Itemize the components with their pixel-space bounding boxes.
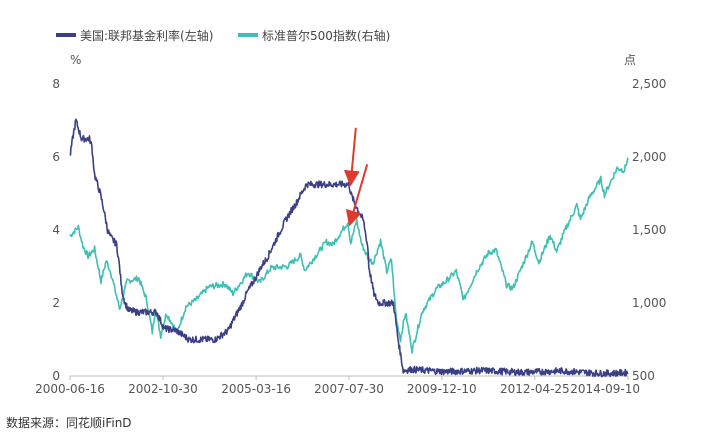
data-source-note: 数据来源：同花顺iFinD	[6, 416, 132, 430]
legend: 美国:联邦基金利率(左轴) 标准普尔500指数(右轴)	[56, 28, 390, 43]
series-layer	[69, 118, 629, 378]
x-tick-label: 2012-04-25	[500, 382, 570, 396]
left-tick-label: 2	[52, 296, 60, 310]
legend-item-fed[interactable]: 美国:联邦基金利率(左轴)	[56, 28, 213, 43]
annotation-arrow	[343, 127, 360, 187]
right-tick-label: 2,000	[632, 150, 666, 164]
right-tick-label: 1,500	[632, 223, 666, 237]
legend-swatch-sp500	[238, 33, 258, 37]
x-tick-label: 2002-10-30	[128, 382, 198, 396]
series-line-fed	[69, 118, 629, 378]
left-tick-label: 6	[52, 150, 60, 164]
annotation-layer	[343, 127, 369, 227]
right-axis-unit: 点	[624, 53, 636, 67]
left-tick-label: 8	[52, 77, 60, 91]
right-tick-label: 1,000	[632, 296, 666, 310]
x-tick-label: 2000-06-16	[35, 382, 105, 396]
right-tick-label: 2,500	[632, 77, 666, 91]
x-axis-ticks: 2000-06-16 2002-10-30 2005-03-16 2007-07-30…	[35, 376, 640, 396]
x-tick-label: 2007-07-30	[314, 382, 384, 396]
left-axis-unit: %	[70, 53, 81, 67]
x-tick-label: 2014-09-10	[570, 382, 640, 396]
x-tick-label: 2005-03-16	[221, 382, 291, 396]
legend-swatch-fed	[56, 33, 76, 37]
legend-label-fed: 美国:联邦基金利率(左轴)	[80, 28, 213, 43]
left-tick-label: 0	[52, 369, 60, 383]
annotation-arrow	[345, 164, 369, 227]
legend-label-sp500: 标准普尔500指数(右轴)	[262, 28, 390, 43]
left-tick-label: 4	[52, 223, 60, 237]
legend-item-sp500[interactable]: 标准普尔500指数(右轴)	[238, 28, 390, 43]
right-axis-ticks: 500 1,000 1,500 2,000 2,500	[632, 77, 666, 383]
right-tick-label: 500	[632, 369, 655, 383]
left-axis-ticks: 0 2 4 6 8	[52, 77, 60, 383]
x-tick-label: 2009-12-10	[407, 382, 477, 396]
